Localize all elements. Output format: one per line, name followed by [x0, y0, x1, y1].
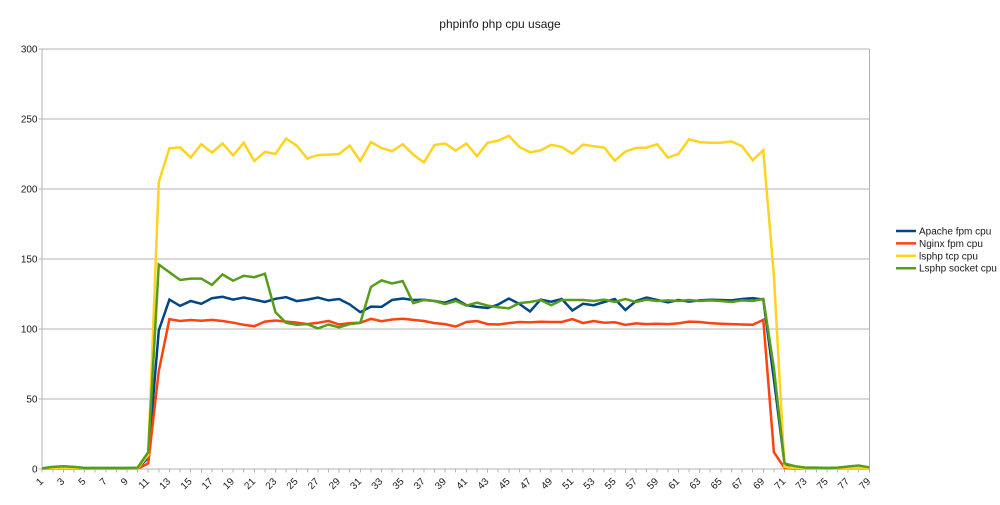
- svg-text:phpinfo php cpu usage: phpinfo php cpu usage: [439, 17, 561, 31]
- svg-text:50: 50: [26, 395, 38, 406]
- svg-text:300: 300: [21, 45, 38, 56]
- svg-text:150: 150: [21, 255, 38, 266]
- svg-text:250: 250: [21, 115, 38, 126]
- svg-text:Nginx fpm cpu: Nginx fpm cpu: [919, 239, 983, 250]
- svg-text:Apache fpm cpu: Apache fpm cpu: [919, 227, 991, 238]
- svg-text:lsphp tcp cpu: lsphp tcp cpu: [919, 251, 978, 262]
- svg-text:0: 0: [32, 465, 38, 476]
- svg-text:200: 200: [21, 185, 38, 196]
- svg-text:100: 100: [21, 325, 38, 336]
- svg-text:Lsphp socket cpu: Lsphp socket cpu: [919, 264, 997, 275]
